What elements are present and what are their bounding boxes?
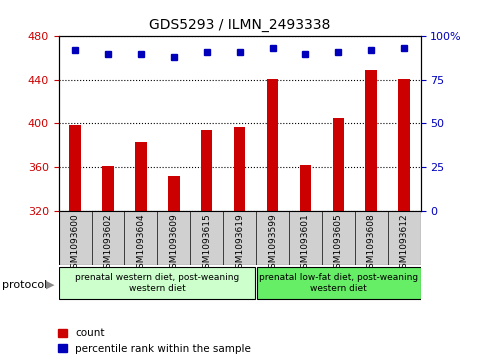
Bar [266, 79, 278, 211]
Bar [135, 142, 146, 211]
Legend: count, percentile rank within the sample: count, percentile rank within the sample [54, 324, 254, 358]
Text: GSM1093600: GSM1093600 [70, 213, 80, 274]
Bar [201, 130, 212, 211]
Text: GSM1093604: GSM1093604 [136, 213, 145, 274]
Bar [168, 176, 179, 211]
Bar [332, 118, 344, 211]
Bar [59, 267, 255, 299]
Bar [398, 79, 409, 211]
Text: GSM1093619: GSM1093619 [235, 213, 244, 274]
Text: GSM1093605: GSM1093605 [333, 213, 342, 274]
Text: GSM1093615: GSM1093615 [202, 213, 211, 274]
Bar [102, 166, 114, 211]
Bar [233, 127, 245, 211]
Bar [365, 70, 376, 211]
Text: ▶: ▶ [45, 280, 54, 290]
Text: protocol: protocol [2, 280, 48, 290]
Text: prenatal low-fat diet, post-weaning
western diet: prenatal low-fat diet, post-weaning west… [258, 273, 417, 293]
Text: GSM1093601: GSM1093601 [300, 213, 309, 274]
Text: GSM1093608: GSM1093608 [366, 213, 375, 274]
Title: GDS5293 / ILMN_2493338: GDS5293 / ILMN_2493338 [149, 19, 329, 33]
Bar [256, 267, 420, 299]
Text: prenatal western diet, post-weaning
western diet: prenatal western diet, post-weaning west… [75, 273, 239, 293]
Bar [69, 125, 81, 211]
Text: GSM1093602: GSM1093602 [103, 213, 112, 274]
Text: GSM1093609: GSM1093609 [169, 213, 178, 274]
Text: GSM1093612: GSM1093612 [399, 213, 408, 274]
Bar [299, 165, 310, 211]
Text: GSM1093599: GSM1093599 [267, 213, 276, 274]
